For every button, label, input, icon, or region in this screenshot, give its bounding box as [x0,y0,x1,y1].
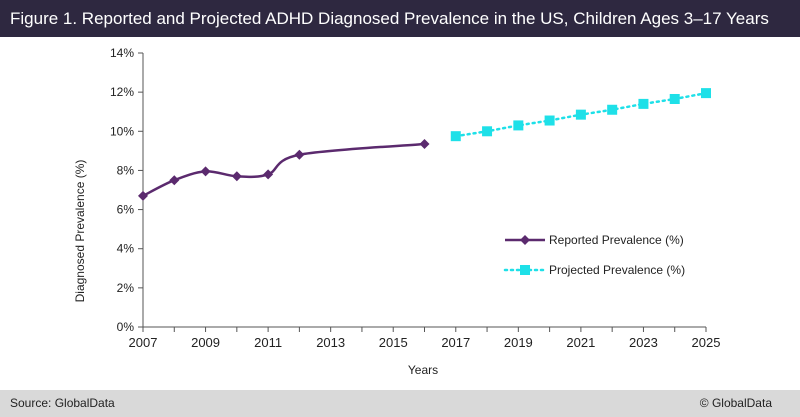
reported-point [138,190,148,201]
reported-point [419,139,430,150]
legend-item: Reported Prevalence (%) [505,233,684,247]
chart-series [138,88,711,201]
projected-point [701,88,711,99]
legend-label: Projected Prevalence (%) [549,263,685,277]
projected-point [544,115,555,126]
projected-point [450,131,461,142]
x-tick-label: 2015 [379,335,408,350]
chart-legend: Reported Prevalence (%) Projected Prevale… [503,233,685,277]
x-tick-label: 2021 [566,335,595,350]
projected-series [450,88,711,142]
y-tick-label: 2% [117,281,135,295]
reported-line [142,142,425,197]
y-tick-label: 6% [117,203,135,217]
y-tick-label: 8% [117,163,135,177]
copyright-note: © GlobalData [699,396,772,410]
reported-point [200,166,211,177]
x-tick-label: 2017 [441,335,470,350]
y-tick-label: 12% [110,85,134,99]
legend-marker [520,265,530,275]
projected-point [482,126,493,137]
projected-point [638,98,649,109]
x-tick-label: 2023 [629,335,658,350]
y-tick-label: 14% [110,46,134,60]
figure-title: Figure 1. Reported and Projected ADHD Di… [0,0,800,37]
x-tick-label: 2011 [254,335,282,350]
chart-axes: 0% 2% 4% 6% 8% 10% 12% 14% 2007 2009 2011 2013 2015 2… [110,46,720,350]
reported-series [138,139,430,201]
reported-point [169,175,180,186]
legend-item: Projected Prevalence (%) [503,263,685,277]
reported-point [294,149,305,160]
source-note: Source: GlobalData [10,396,115,410]
footer: Source: GlobalData © GlobalData [0,390,800,417]
projected-point [669,93,680,104]
reported-point [263,169,274,180]
y-tick-label: 4% [117,242,135,256]
y-axis-title: Diagnosed Prevalence (%) [73,160,87,303]
legend-label: Reported Prevalence (%) [549,233,684,247]
x-tick-label: 2009 [191,335,220,350]
projected-point [575,109,586,120]
x-tick-label: 2019 [504,335,533,350]
x-tick-label: 2007 [129,335,158,350]
legend-marker [520,235,530,245]
reported-point [231,171,242,182]
x-tick-label: 2025 [692,335,721,350]
x-axis-title: Years [408,363,438,377]
y-tick-label: 10% [110,124,134,138]
x-tick-label: 2013 [316,335,345,350]
projected-point [513,120,524,131]
line-chart: Diagnosed Prevalence (%) Years 0% 2% 4% 6% 8… [73,46,720,377]
y-tick-label: 0% [117,320,135,334]
projected-point [607,104,618,115]
y-axis-title-group: Diagnosed Prevalence (%) [73,160,87,303]
